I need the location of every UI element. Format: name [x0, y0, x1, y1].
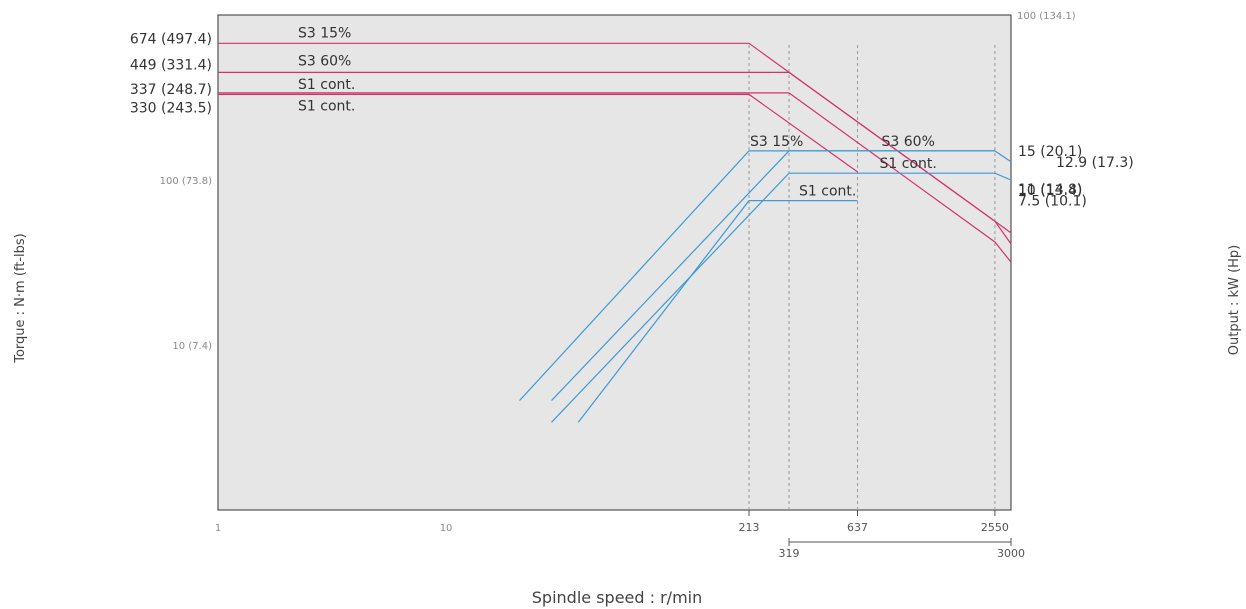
output-value-label: 15 (20.1): [1018, 144, 1082, 160]
x-tick-label: 1: [215, 523, 221, 534]
x-tick-label: 213: [739, 521, 760, 534]
x-axis-label: Spindle speed : r/min: [532, 588, 702, 607]
y-axis-label-left: Torque : N·m (ft-lbs): [13, 233, 28, 364]
output-value-label: 11 (14.8): [1018, 182, 1082, 198]
x-tick-label: 2550: [981, 521, 1009, 534]
torque-curve-label: S1 cont.: [298, 77, 355, 93]
torque-value-label: 337 (248.7): [130, 82, 212, 98]
torque-curve-label: S3 15%: [298, 25, 351, 41]
torque-value-label: 330 (243.5): [130, 100, 212, 116]
output-curve-label: S3 60%: [882, 134, 935, 150]
output-value-label: 10 (13.4): [1018, 183, 1082, 199]
x-tick-label: 10: [440, 523, 453, 534]
torque-value-label: 674 (497.4): [130, 31, 212, 47]
y-tick-left: 100 (73.8): [160, 176, 212, 187]
output-curve-label: S3 15%: [750, 134, 803, 150]
torque-series-2: [218, 71, 1012, 245]
y-tick-right: 100 (134.1): [1017, 11, 1076, 22]
x-tick-label-lower: 3000: [997, 547, 1025, 560]
y-tick-left: 10 (7.4): [172, 341, 212, 352]
torque-curve-label: S3 60%: [298, 53, 351, 69]
output-series-3: [551, 172, 1012, 423]
output-curve-label: S1 cont.: [799, 184, 856, 200]
output-value-label: 12.9 (17.3): [1056, 155, 1134, 171]
x-tick-label-lower: 319: [779, 547, 800, 560]
torque-curve-label: S1 cont.: [298, 98, 355, 114]
torque-series-4: [218, 93, 858, 173]
output-curve-label: S1 cont.: [880, 156, 937, 172]
output-value-label: 7.5 (10.1): [1018, 194, 1087, 210]
plot-area: [217, 14, 1012, 511]
torque-value-label: 449 (331.4): [130, 57, 212, 73]
torque-series-3: [218, 92, 1012, 263]
output-series-4: [577, 200, 858, 423]
x-tick-label: 637: [847, 521, 868, 534]
y-axis-label-right: Output : kW (Hp): [1227, 245, 1242, 356]
output-series-2: [551, 150, 995, 402]
